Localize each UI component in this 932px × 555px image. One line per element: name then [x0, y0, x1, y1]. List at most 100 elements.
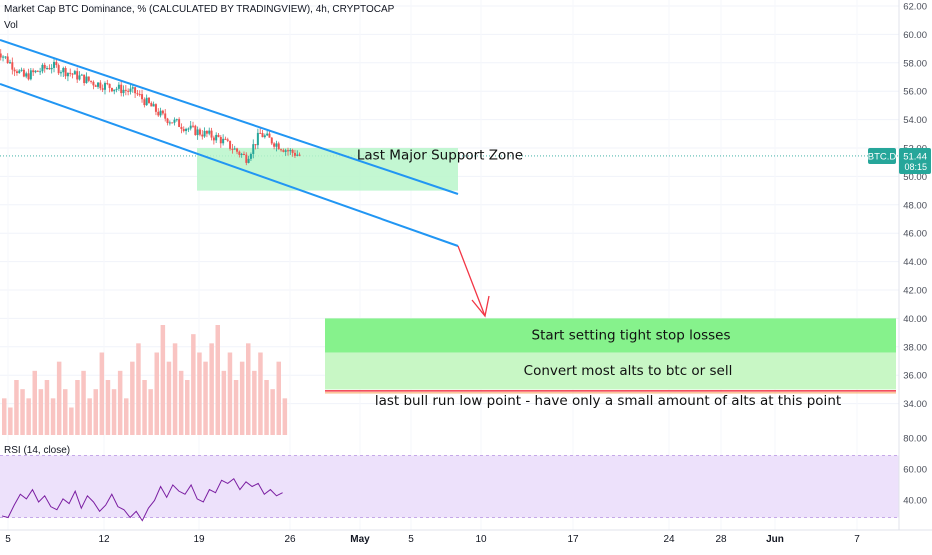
candle-body: [97, 82, 100, 87]
annotation-zones: [197, 148, 896, 394]
volume-bar: [276, 361, 281, 435]
candle-body: [196, 129, 199, 136]
candle-body: [136, 93, 139, 95]
volume-bar: [264, 380, 269, 435]
price-tick-label: 56.00: [903, 87, 927, 98]
candle-body: [152, 104, 155, 107]
candle-body: [32, 70, 35, 73]
candle-body: [289, 149, 292, 152]
candle-body: [150, 102, 153, 107]
volume-bar: [191, 334, 196, 435]
candle-body: [66, 72, 69, 77]
candle-body: [78, 75, 81, 80]
candle-body: [210, 130, 213, 138]
candle-body: [261, 133, 264, 138]
volume-bar: [252, 370, 257, 435]
candle-body: [203, 130, 206, 137]
candle-body: [18, 70, 21, 73]
symbol-tag-label: BTC.D: [868, 151, 897, 162]
volume-bar: [258, 352, 263, 435]
candle-body: [145, 97, 148, 106]
volume-bar: [56, 361, 62, 435]
channel-lower-line: [0, 83, 459, 247]
candle-body: [282, 150, 285, 152]
candle-body: [198, 129, 201, 135]
volume-bars: [2, 325, 288, 435]
price-tick-label: 62.00: [903, 2, 927, 13]
time-axis[interactable]: 5 12 19 26 May 5 10 17 24 28 Jun 7: [0, 529, 932, 545]
candle-body: [141, 94, 144, 100]
candle-body: [48, 68, 51, 70]
volume-bar: [14, 380, 19, 435]
symbol-tag: [868, 147, 896, 164]
volume-bar: [44, 380, 50, 435]
candle-body: [291, 149, 294, 153]
rsi-tick-label: 80.00: [903, 434, 927, 445]
candle-body: [87, 76, 90, 81]
volume-bar: [75, 380, 80, 435]
rsi-tick-label: 40.00: [903, 496, 927, 507]
candle-body: [148, 97, 150, 103]
candle-body: [252, 144, 255, 154]
candle-body: [233, 148, 236, 150]
candle-body: [41, 64, 44, 72]
candle-body: [161, 110, 164, 114]
volume-bar: [239, 361, 245, 435]
time-tick-label: 5: [5, 534, 11, 545]
candle-body: [226, 139, 229, 141]
candle-body: [127, 90, 130, 92]
drawings[interactable]: Last Major Support Zone Start setting tig…: [0, 39, 841, 409]
candle-body: [9, 62, 11, 64]
price-tick-label: 42.00: [903, 286, 927, 297]
price-tick-label: 54.00: [903, 115, 927, 126]
candle-body: [229, 140, 232, 149]
support-zone-label: Last Major Support Zone: [357, 147, 523, 163]
candle-body: [242, 153, 245, 155]
candle-body: [280, 149, 283, 151]
candle-body: [11, 62, 14, 70]
convert-alts-zone: [325, 352, 896, 390]
candle-body: [173, 119, 176, 123]
candle-body: [27, 73, 30, 80]
candle-body: [69, 72, 72, 74]
rsi-tick-label: 60.00: [903, 465, 927, 476]
volume-bar: [93, 389, 98, 435]
time-tick-label: Jun: [766, 534, 784, 545]
volume-bar: [20, 389, 25, 435]
volume-bar: [178, 370, 184, 435]
candle-body: [205, 130, 208, 134]
down-arrow-head: [471, 295, 490, 318]
candle-body: [217, 134, 220, 137]
price-axis[interactable]: 62.0060.0058.0056.0054.0052.0050.0048.00…: [868, 0, 931, 530]
candle-body: [134, 87, 137, 94]
candle-body: [83, 74, 86, 84]
volume-bar: [215, 325, 220, 435]
candle-body: [293, 152, 296, 156]
candle-body: [175, 119, 178, 121]
chart-title: Market Cap BTC Dominance, % (CALCULATED …: [4, 4, 395, 15]
candle-body: [259, 132, 262, 134]
channel-upper-line: [0, 39, 459, 195]
candle-body: [256, 132, 259, 146]
candle-body: [50, 67, 53, 70]
volume-bar: [246, 343, 251, 435]
candle-body: [208, 130, 211, 134]
candle-body: [212, 137, 215, 141]
candle-body: [185, 128, 188, 132]
candle-body: [25, 73, 28, 77]
volume-bar: [63, 389, 68, 435]
volume-bar: [203, 361, 208, 435]
candle-body: [122, 89, 125, 94]
candle-body: [131, 87, 134, 89]
volume-bar: [99, 352, 105, 435]
candle-body: [224, 138, 227, 140]
candle-body: [71, 73, 74, 75]
candle-body: [219, 136, 222, 144]
candle-body: [39, 71, 42, 73]
volume-bar: [130, 361, 135, 435]
candle-body: [215, 134, 218, 141]
price-tick-label: 34.00: [903, 399, 927, 410]
grid: [0, 5, 899, 405]
